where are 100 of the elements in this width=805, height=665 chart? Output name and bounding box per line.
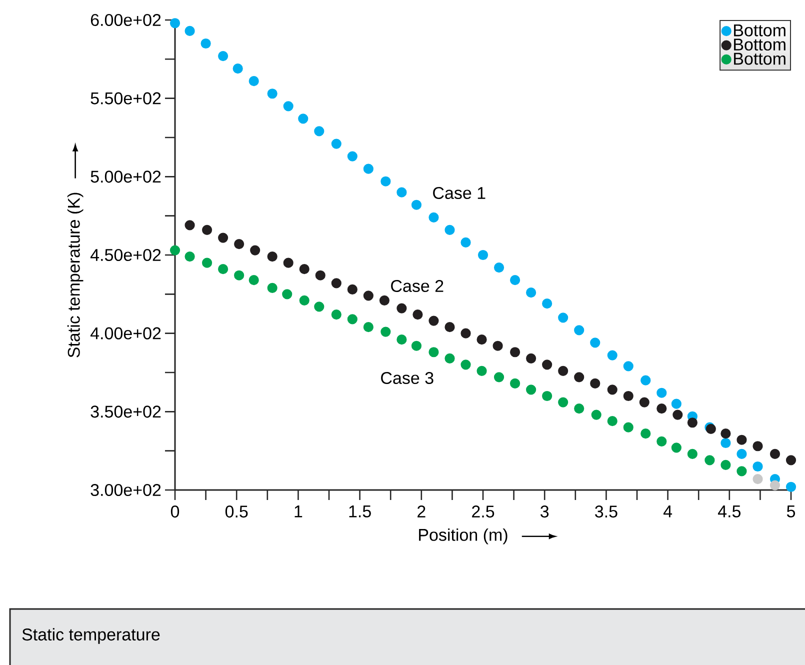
point [574,372,584,382]
point [411,200,422,210]
point [347,151,358,162]
point [380,326,391,337]
point [494,372,504,382]
point [542,298,552,309]
point [363,164,374,174]
point [656,388,667,398]
point [170,18,180,28]
point [478,250,488,260]
text: Static temperature [22,628,160,644]
x-tick-label: 4.5 [718,506,740,518]
point [299,295,310,306]
y-tick-label: 5.50e+02 [90,92,161,104]
point [363,322,374,332]
x-tick-label: 0 [170,506,180,518]
point [218,232,228,243]
point [558,366,568,376]
x-tick-label: 3.5 [595,506,618,518]
point [248,275,259,286]
x-tick-label: 5 [786,506,796,518]
point [299,264,310,274]
point [267,252,278,262]
point [607,384,618,395]
point [396,334,407,345]
point [248,76,259,86]
point [510,347,520,358]
point [639,397,650,408]
point [267,88,278,99]
point [444,353,455,364]
point [234,238,244,250]
y-tick-label: 4.50e+02 [90,248,161,262]
point [184,252,195,262]
point [170,245,180,256]
point [460,360,471,370]
point [671,442,682,453]
x-axis-title: Position (m) [419,528,508,544]
annotation: Case 2 [391,280,444,292]
point [476,334,487,345]
x-tick-label: 0.5 [225,506,248,518]
annotation: Case 3 [381,372,434,384]
point [282,289,292,300]
y-axis-title: Static temperature (K) [67,192,84,358]
point [250,245,260,256]
point [640,428,651,439]
point [412,309,423,320]
point [720,438,731,448]
point [444,322,455,332]
point [687,418,698,428]
point [331,138,342,149]
point [200,38,211,49]
point [542,390,552,402]
point [428,316,439,326]
point [736,434,747,445]
legend-label: Bottom [734,38,786,51]
x-tick-label: 2.5 [472,506,494,518]
point [736,466,747,476]
point [232,64,243,74]
point [347,314,358,324]
point [640,375,651,386]
point [363,290,374,301]
point [671,398,682,409]
point [331,278,342,288]
point [786,455,796,466]
y-tick-label: 3.00e+02 [90,484,161,496]
point [770,448,780,460]
point [687,448,698,460]
point [623,390,634,402]
point [494,262,504,273]
point [202,224,212,235]
point [526,384,536,395]
point [656,436,667,446]
point [283,101,294,112]
point [510,275,520,286]
y-tick-label: 3.50e+02 [90,406,161,418]
point [672,410,683,420]
x-tick-label: 3 [540,506,549,518]
point [298,114,308,124]
point [267,282,278,293]
point [591,410,602,420]
point [184,26,195,36]
point [476,366,487,376]
point [526,288,536,298]
point [331,309,342,320]
point [574,403,584,414]
point [492,340,503,351]
point [411,340,422,351]
point [720,428,731,439]
x-tick-label: 4 [663,506,672,518]
point [720,460,731,470]
point [379,295,390,306]
point [736,448,747,460]
point [428,212,439,222]
point [752,474,763,484]
point [396,187,407,198]
point [444,224,455,235]
point [590,378,600,389]
point [184,220,195,230]
point [558,312,568,323]
point [786,482,796,492]
